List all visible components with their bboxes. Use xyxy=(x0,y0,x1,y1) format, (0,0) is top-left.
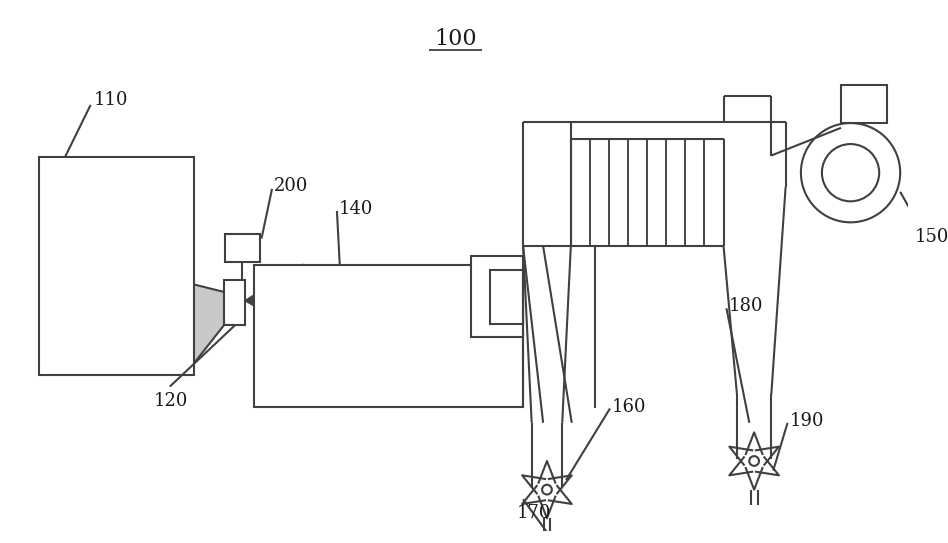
Text: 180: 180 xyxy=(728,298,763,315)
Bar xyxy=(42,261,191,373)
Text: 170: 170 xyxy=(517,504,551,522)
Bar xyxy=(226,234,260,262)
Text: 160: 160 xyxy=(611,397,647,415)
Text: 140: 140 xyxy=(338,200,374,218)
Bar xyxy=(225,280,246,325)
Text: 100: 100 xyxy=(434,28,477,50)
Text: 190: 190 xyxy=(790,412,824,430)
Bar xyxy=(490,270,523,325)
Text: 120: 120 xyxy=(154,392,188,411)
Polygon shape xyxy=(193,285,240,364)
Bar xyxy=(470,256,523,337)
Bar xyxy=(254,266,523,407)
Text: 150: 150 xyxy=(915,228,948,246)
Text: 110: 110 xyxy=(94,91,128,109)
Text: 200: 200 xyxy=(274,177,308,195)
Bar xyxy=(841,85,886,123)
Bar xyxy=(39,157,193,375)
